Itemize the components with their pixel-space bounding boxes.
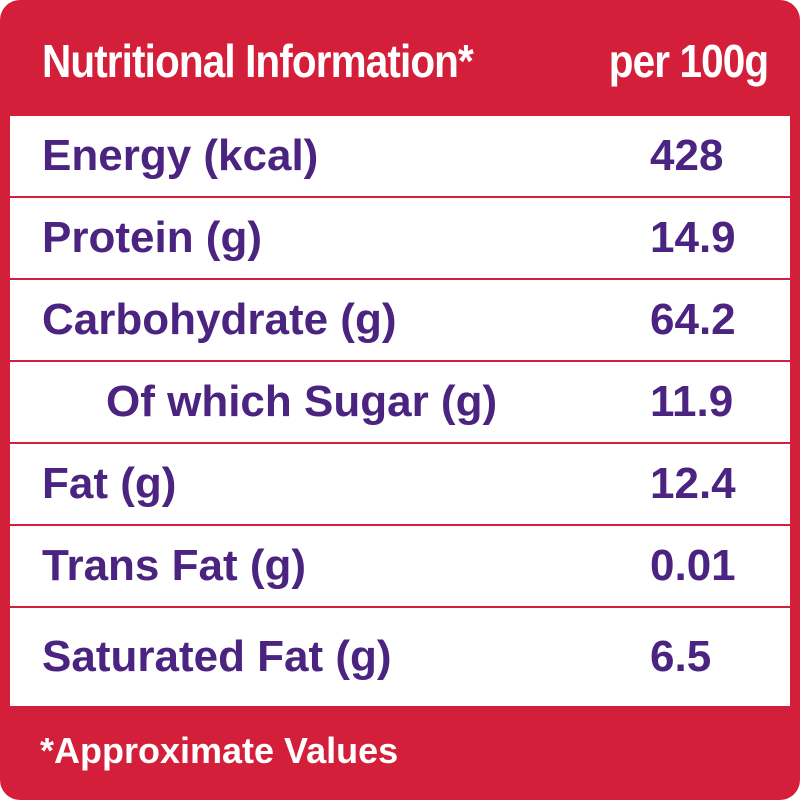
row-value: 14.9 [650,213,736,262]
row-label: Fat (g) [42,459,177,508]
row-value: 428 [650,131,724,180]
row-label: Energy (kcal) [42,131,319,180]
row-label: Protein (g) [42,213,262,262]
table-row-trans-fat: Trans Fat (g) 0.01 [10,526,790,608]
row-label: Trans Fat (g) [42,541,307,590]
nutrition-table: Energy (kcal) 428 Protein (g) 14.9 Carbo… [10,116,790,706]
table-row-protein: Protein (g) 14.9 [10,198,790,280]
row-value: 0.01 [650,541,736,590]
table-row-energy: Energy (kcal) 428 [10,116,790,198]
table-row-saturated-fat: Saturated Fat (g) 6.5 [10,608,790,706]
row-value: 11.9 [650,377,734,426]
approximate-values-note: *Approximate Values [40,730,399,771]
row-label: Of which Sugar (g) [106,377,498,426]
table-row-fat: Fat (g) 12.4 [10,444,790,526]
table-row-sugar: Of which Sugar (g) 11.9 [10,362,790,444]
row-value: 64.2 [650,295,736,344]
row-value: 12.4 [650,459,736,508]
row-label: Saturated Fat (g) [42,632,392,681]
nutrition-header: Nutritional Information* per 100g [0,0,800,116]
nutrition-title: Nutritional Information* [42,35,474,87]
per-100g-label: per 100g [608,35,769,87]
row-label: Carbohydrate (g) [42,295,397,344]
row-value: 6.5 [650,632,712,681]
table-row-carbohydrate: Carbohydrate (g) 64.2 [10,280,790,362]
